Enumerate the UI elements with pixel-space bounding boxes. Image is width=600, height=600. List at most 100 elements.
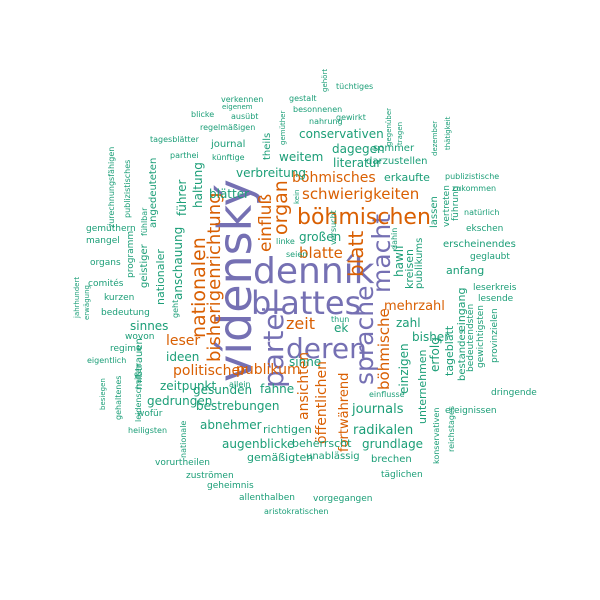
word-vorurtheilen: vorurtheilen <box>155 458 210 468</box>
word-kurzen: kurzen <box>104 293 135 303</box>
word-ekschen: ekschen <box>466 224 504 234</box>
word-dezember: dezember <box>431 120 439 156</box>
word-unablassig: unablässig <box>306 451 360 462</box>
word-organs: organs <box>90 258 121 268</box>
word-thun: thun <box>331 315 350 324</box>
word-geglaubt: geglaubt <box>470 252 510 262</box>
word-einflusse: einflusse <box>369 390 405 399</box>
word-brechen: brechen <box>371 454 412 465</box>
word-abnehmer: abnehmer <box>200 418 262 432</box>
word-gegenuber: gegenüber <box>385 107 393 146</box>
word-grundlage: grundlage <box>362 437 424 451</box>
word-lesende: lesende <box>478 294 514 304</box>
word-wofur: wofür <box>137 409 163 419</box>
word-kein: kein <box>293 189 301 205</box>
word-zeitpunkt: zeitpunkt <box>160 379 217 393</box>
word-weitem: weitem <box>279 150 324 164</box>
word-leserkreis: leserkreis <box>473 283 517 293</box>
word-gesunden: gesunden <box>193 383 253 397</box>
word-ideen: ideen <box>166 350 200 364</box>
word-gewirkt: gewirkt <box>336 113 366 122</box>
word-ek: ek <box>334 321 349 335</box>
word-besonnenen: besonnenen <box>293 105 343 114</box>
word-jahrhundert: jahrhundert <box>73 276 81 318</box>
word-dahin: dahin <box>390 227 399 250</box>
word-ereignissen: ereignissen <box>445 406 497 416</box>
word-bohmische: böhmische <box>375 308 393 390</box>
word-erkaufte: erkaufte <box>384 171 430 184</box>
word-sinnes: sinnes <box>130 319 169 333</box>
word-gemuthern: gemüthern <box>86 224 136 234</box>
word-bestrebungen: bestrebungen <box>196 399 280 413</box>
word-aristokratischen: aristokratischen <box>264 507 329 516</box>
word-angedeuteten: angedeuteten <box>148 157 159 228</box>
word-zeit: zeit <box>286 314 315 333</box>
word-blattes: blattes <box>251 284 362 322</box>
word-literatur: literatur <box>333 156 382 170</box>
word-gedrungen: gedrungen <box>147 394 213 408</box>
word-besiegen: besiegen <box>99 378 107 410</box>
word-verbreitung: verbreitung <box>236 166 306 180</box>
word-mangel: mangel <box>86 236 120 246</box>
word-publikum: publikum <box>236 362 301 378</box>
word-zukommen: zukommen <box>452 184 497 193</box>
word-anschauung: anschauung <box>171 226 185 300</box>
word-leser: leser <box>166 333 201 349</box>
word-fahne: fahne <box>260 382 295 396</box>
word-linke: linke <box>276 237 295 246</box>
word-mehrzahl: mehrzahl <box>384 299 445 314</box>
word-dagegen: dagegen <box>332 142 385 156</box>
word-dringende: dringende <box>491 388 537 398</box>
word-fuhrer: führer <box>175 179 189 216</box>
word-ausubt: ausübt <box>231 112 259 121</box>
word-parthei: parthei <box>170 151 199 160</box>
word-bedeutendsten: bedeutendsten <box>466 303 476 372</box>
word-gestalt: gestalt <box>289 94 317 103</box>
word-beherrscht: beherrscht <box>292 437 352 450</box>
word-heiligsten: heiligsten <box>128 426 168 435</box>
word-haltung: haltung <box>191 162 205 208</box>
word-comites: comités <box>88 279 124 289</box>
word-zustromen: zuströmen <box>186 471 234 481</box>
word-zahl: zahl <box>396 316 421 330</box>
word-tuchtiges: tüchtiges <box>336 82 374 91</box>
word-gehort: gehört <box>321 68 329 92</box>
word-anfang: anfang <box>446 264 485 277</box>
word-zurechnungsfahigen: zurechnungsfähigen <box>107 146 116 228</box>
word-erfolg: erfolg <box>428 337 442 372</box>
word-lassen: lassen <box>429 196 440 228</box>
word-richtigen: richtigen <box>263 423 312 436</box>
word-publizistisches: publizistisches <box>123 159 132 218</box>
word-bisher: bisher <box>412 330 450 344</box>
word-radikalen: radikalen <box>353 423 414 438</box>
word-versucht: versucht <box>329 210 338 245</box>
word-bisherigenrichtung: bisherigenrichtung <box>204 192 225 362</box>
word-bohmischen: böhmischen <box>297 205 431 230</box>
word-gewichtigsten: gewichtigsten <box>476 305 486 368</box>
word-publizistische: publizistische <box>445 172 500 181</box>
word-geistiger: geistiger <box>139 244 150 288</box>
word-schwierigkeiten: schwierigkeiten <box>302 185 420 203</box>
word-tageblatt: tageblatt <box>443 325 456 376</box>
word-eigentlich: eigentlich <box>87 356 127 365</box>
word-allein: allein <box>229 380 251 389</box>
word-blicke: blicke <box>191 110 215 119</box>
word-vorgegangen: vorgegangen <box>313 494 373 504</box>
word-geht: geht <box>171 299 180 318</box>
word-erwagung: erwägung <box>83 285 91 320</box>
word-theils: theils <box>262 132 273 160</box>
word-blatter: blätter <box>209 187 250 201</box>
word-seien: seien <box>286 250 308 259</box>
word-einfluss: einfluß <box>256 193 276 252</box>
word-deren: deren <box>286 332 367 365</box>
word-tagesblatter: tagesblätter <box>150 135 199 144</box>
word-gemassigten: gemäßigten <box>247 451 314 464</box>
word-taglichen: täglichen <box>381 470 423 480</box>
word-wovon: wovon <box>125 332 155 342</box>
word-dennik: denník <box>253 251 375 292</box>
word-nationale: nationale <box>179 420 188 458</box>
word-reichstages: reichstages <box>447 405 456 452</box>
word-bedeutung: bedeutung <box>101 308 150 318</box>
word-unternehmen: unternehmen <box>416 349 429 424</box>
